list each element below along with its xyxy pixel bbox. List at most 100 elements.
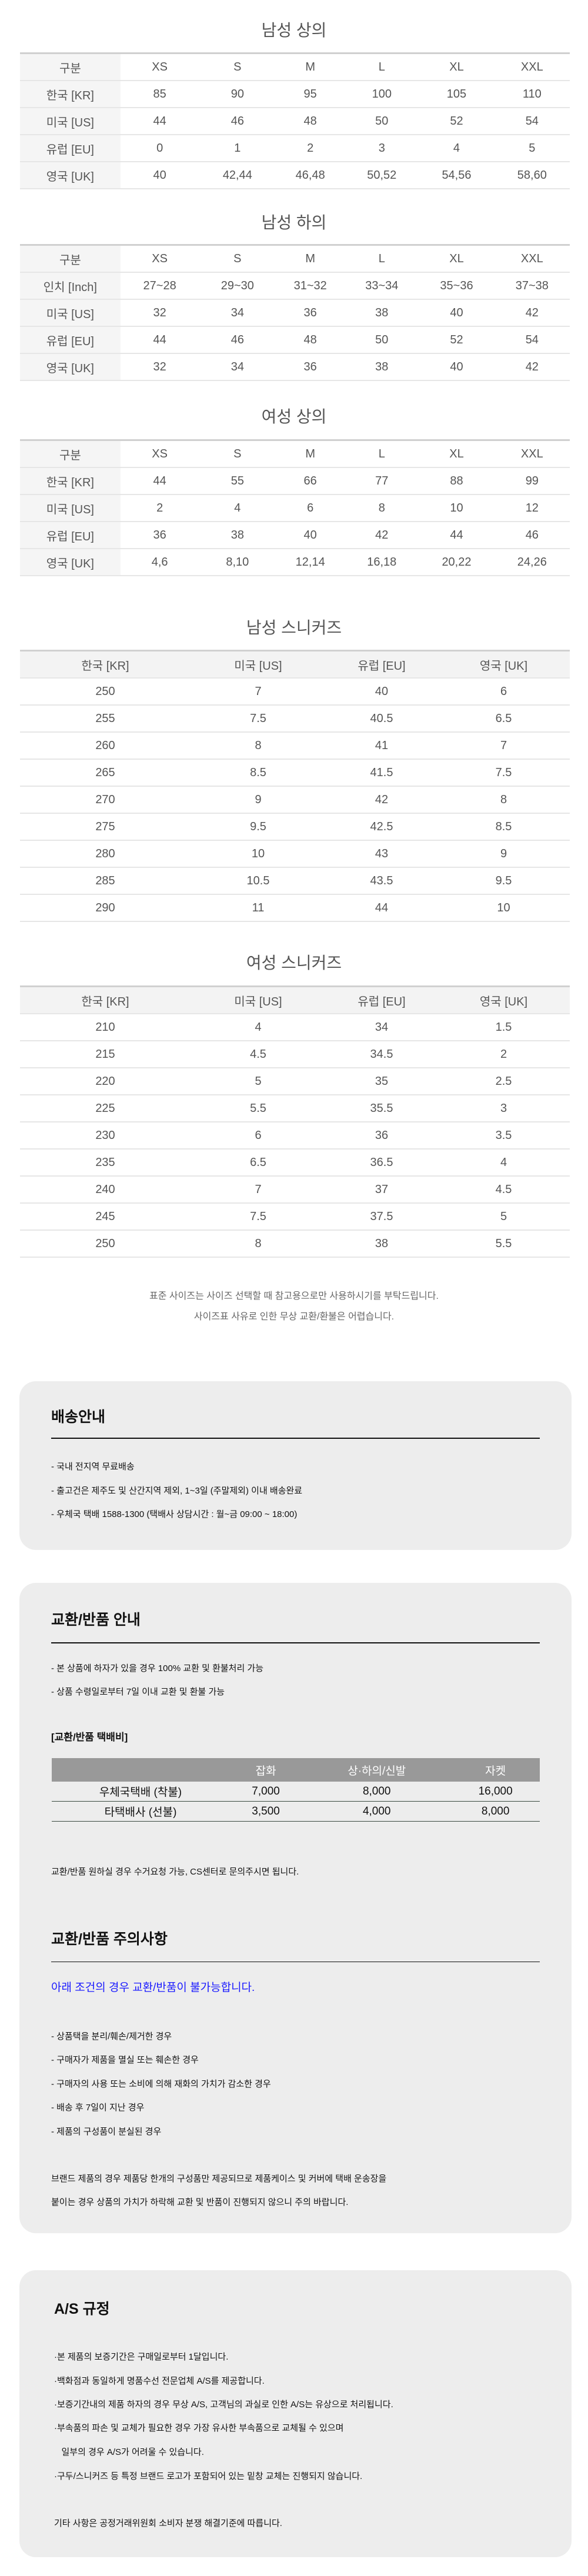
table-cell: 32 [120,353,199,381]
table-cell: 29~30 [199,272,276,300]
table-cell: 280 [20,840,191,868]
table-header-row: 구분 XS S M L XL XXL [20,440,570,468]
table-header-row: 한국 [KR] 미국 [US] 유럽 [EU] 영국 [UK] [20,650,570,679]
table-cell: 44 [326,894,437,922]
header-cell: XS [120,245,199,273]
table-row: 미국 [US] 2 4 6 8 10 12 [20,495,570,522]
table-cell: 5.5 [437,1230,570,1258]
table-cell: 11 [191,894,326,922]
table-cell: 8 [437,786,570,814]
row-label: 영국 [UK] [20,162,121,189]
table-row: 230 6 36 3.5 [20,1122,570,1150]
table-cell: 270 [20,786,191,814]
table-cell: 260 [20,732,191,760]
table-cell: 43 [326,840,437,868]
table-row: 영국 [UK] 4,6 8,10 12,14 16,18 20,22 24,26 [20,549,570,576]
table-cell: 36 [326,1122,437,1150]
table-cell: 215 [20,1041,191,1068]
row-label: 유럽 [EU] [20,522,121,549]
table-cell: 9.5 [437,867,570,895]
table-cell: 2 [120,495,199,522]
table-header-row: 구분 XS S M L XL XXL [20,53,570,81]
table-cell: 0 [120,135,199,162]
header-cell: S [199,53,276,81]
header-cell: L [345,245,419,273]
table-row: 240 7 37 4.5 [20,1176,570,1204]
table-cell: 235 [20,1149,191,1177]
shipping-item: - 국내 전지역 무료배송 [51,1462,135,1472]
table-cell: 10.5 [191,867,326,895]
table-cell: 52 [419,326,495,354]
header-cell: S [199,440,276,468]
table-cell: 24,26 [494,549,570,576]
row-label: 인치 [Inch] [20,272,121,300]
table-cell: 8.5 [437,813,570,841]
caution-highlight: 아래 조건의 경우 교환/반품이 불가능합니다. [51,1982,255,1994]
mens-bottoms-title: 남성 하의 [261,213,327,232]
fee-cell: 16,000 [451,1782,540,1802]
table-cell: 36 [276,353,345,381]
header-cell: XS [120,53,199,81]
row-label: 유럽 [EU] [20,135,121,162]
table-cell: 34.5 [326,1041,437,1068]
table-row: 245 7.5 37.5 5 [20,1203,570,1231]
table-row: 유럽 [EU] 0 1 2 3 4 5 [20,135,570,162]
table-cell: 43.5 [326,867,437,895]
table-row: 250 8 38 5.5 [20,1230,570,1258]
table-cell: 8.5 [191,759,326,787]
table-cell: 34 [199,353,276,381]
table-cell: 66 [276,467,345,495]
exchange-return-box [19,1583,572,2233]
exchange-title: 교환/반품 안내 [51,1612,141,1628]
table-cell: 40 [419,299,495,327]
fee-cell: 4,000 [302,1801,452,1822]
table-row: 235 6.5 36.5 4 [20,1149,570,1177]
table-cell: 2 [276,135,345,162]
header-cell: M [276,440,345,468]
table-cell: 34 [326,1014,437,1041]
divider [51,1642,540,1643]
header-cell: 미국 [US] [191,986,326,1014]
table-row: 영국 [UK] 40 42,44 46,48 50,52 54,56 58,60 [20,162,570,189]
table-cell: 5 [191,1068,326,1095]
table-row: 290 11 44 10 [20,894,570,922]
table-cell: 210 [20,1014,191,1041]
row-label: 한국 [KR] [20,81,121,108]
table-row: 220 5 35 2.5 [20,1068,570,1095]
table-header-row: 구분 XS S M L XL XXL [20,245,570,273]
header-cell: 구분 [20,440,121,468]
table-cell: 3 [437,1095,570,1122]
table-cell: 50,52 [345,162,419,189]
header-cell: 영국 [UK] [437,986,570,1014]
table-cell: 42 [345,522,419,549]
table-cell: 5.5 [191,1095,326,1122]
mens-bottoms-table: 구분 XS S M L XL XXL 인치 [Inch] 27~28 29~30 31~32 33~3… [20,244,570,381]
table-cell: 3.5 [437,1122,570,1150]
header-cell: S [199,245,276,273]
header-cell: M [276,245,345,273]
table-cell: 290 [20,894,191,922]
table-cell: 36.5 [326,1149,437,1177]
shipping-item: - 출고건은 제주도 및 산간지역 제외, 1~3일 (주말제외) 이내 배송완… [51,1486,303,1496]
table-cell: 44 [120,467,199,495]
table-cell: 44 [419,522,495,549]
size-note: 사이즈표 사유로 인한 무상 교환/환불은 어렵습니다. [193,1312,395,1322]
table-cell: 12,14 [276,549,345,576]
table-cell: 265 [20,759,191,787]
table-cell: 95 [276,81,345,108]
caution-item: - 구매자의 사용 또는 소비에 의해 재화의 가치가 감소한 경우 [51,2079,271,2089]
table-row: 260 8 41 7 [20,732,570,760]
fee-cell: 3,500 [229,1801,303,1822]
fee-row: 타택배사 (선불) 3,500 4,000 8,000 [52,1801,540,1822]
table-cell: 36 [276,299,345,327]
table-cell: 220 [20,1068,191,1095]
table-cell: 38 [345,353,419,381]
table-cell: 41.5 [326,759,437,787]
table-cell: 54 [494,108,570,135]
table-cell: 4 [437,1149,570,1177]
as-item: ·보증기간내의 제품 하자의 경우 무상 A/S, 고객님의 과실로 인한 A/… [54,2400,393,2410]
table-cell: 9 [437,840,570,868]
table-cell: 9 [191,786,326,814]
table-cell: 37 [326,1176,437,1204]
